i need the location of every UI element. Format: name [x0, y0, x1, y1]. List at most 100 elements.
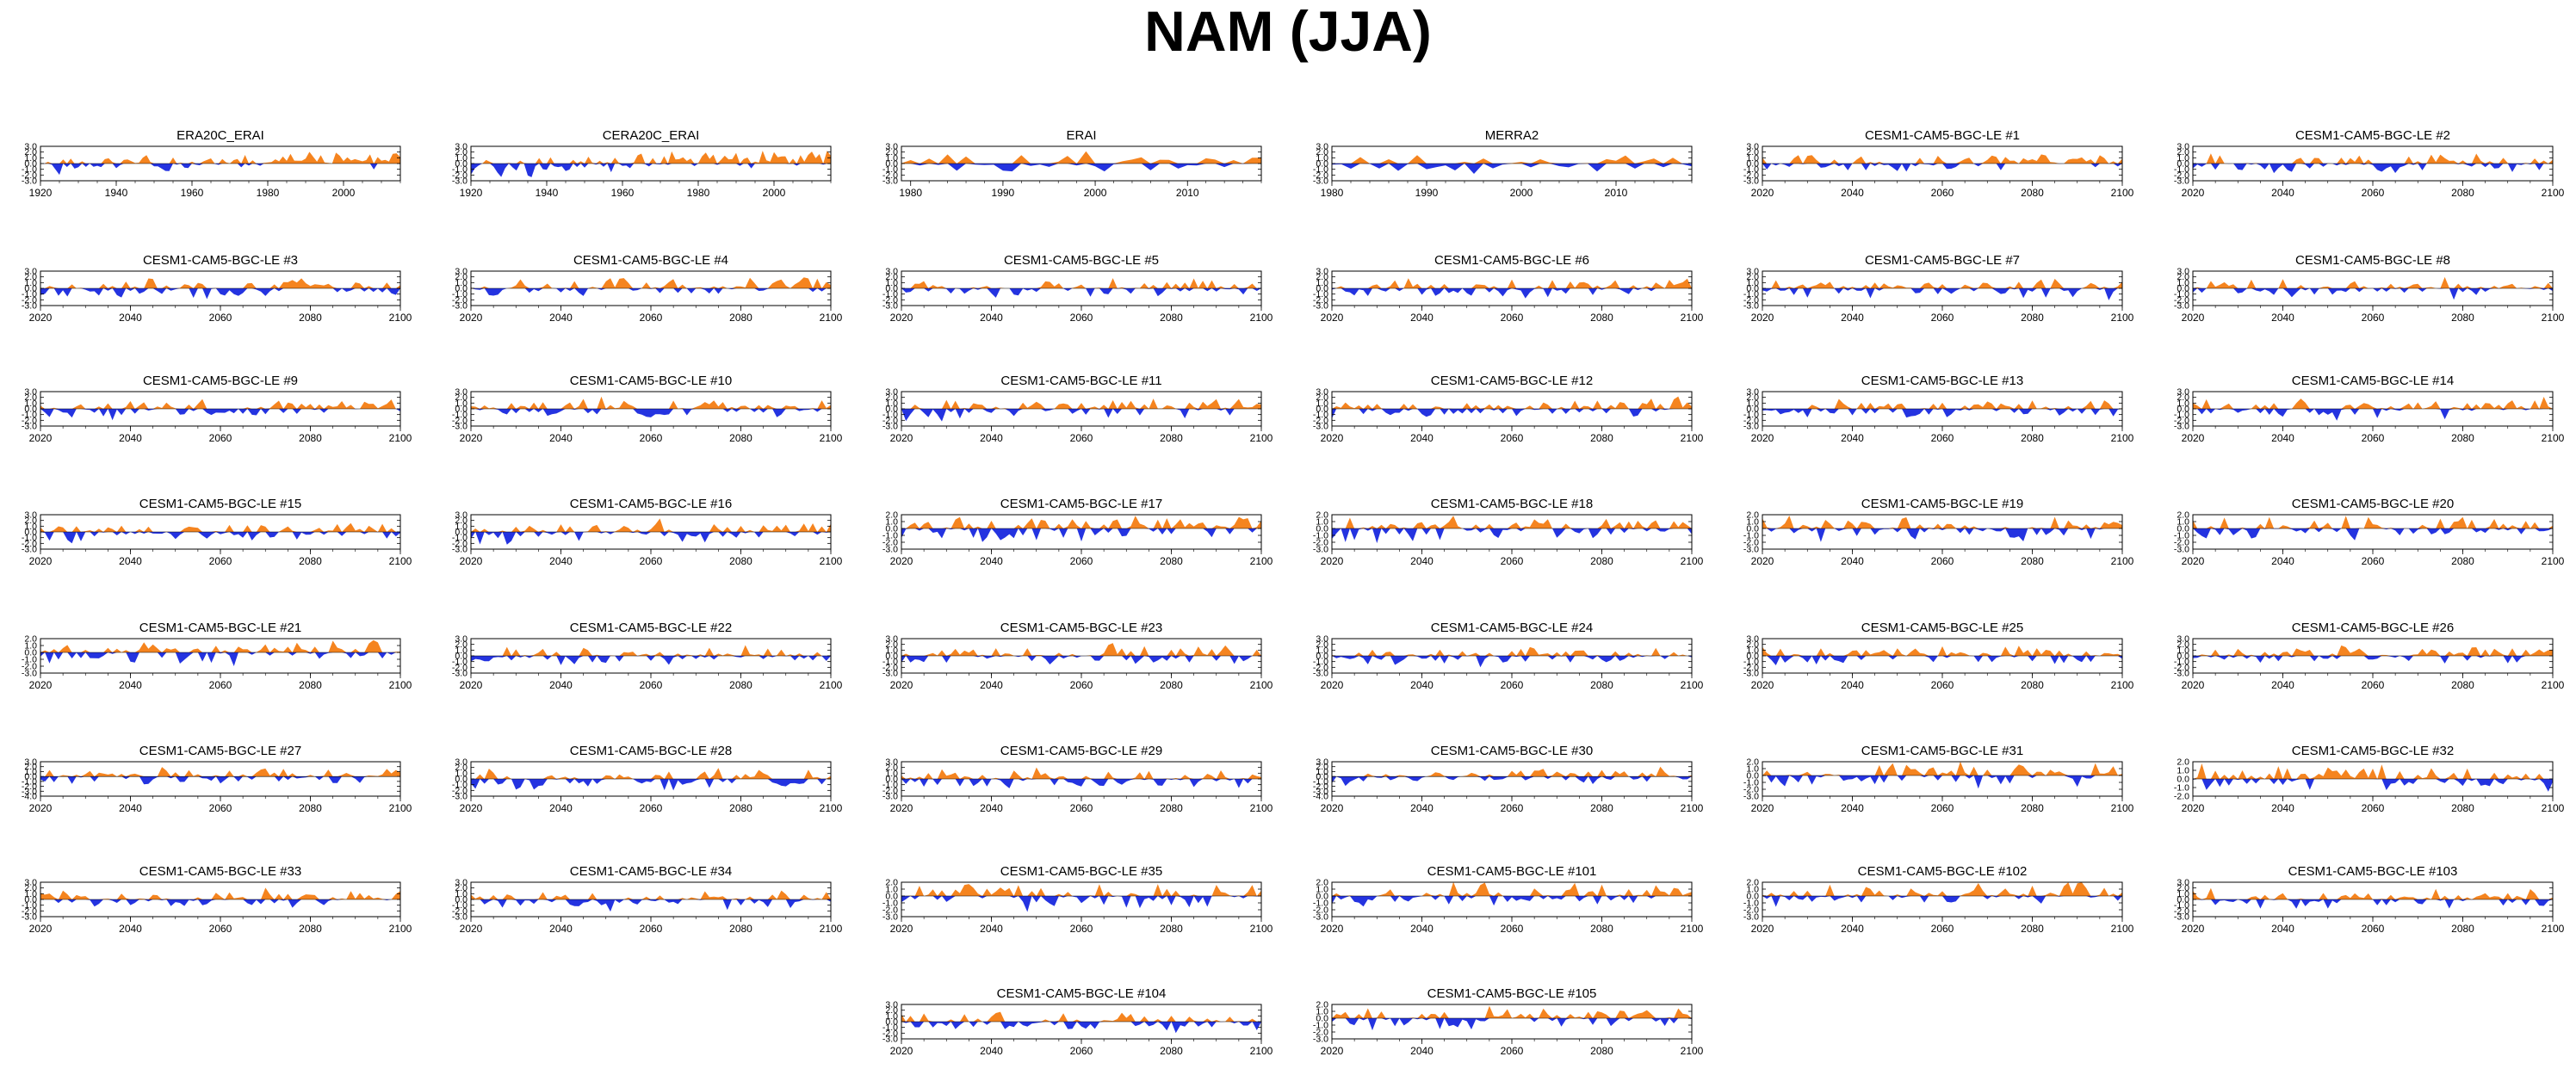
y-tick-label: 3.0	[1746, 267, 1759, 277]
y-tick-label: 0.0	[2177, 405, 2189, 415]
panel: CESM1-CAM5-BGC-LE #1 3.02.01.00.0-1.0-2.0…	[1743, 128, 2134, 199]
panel: CESM1-CAM5-BGC-LE #21 2.01.00.0-1.0-2.0-3…	[22, 621, 412, 691]
y-tick-label: 2.0	[1316, 392, 1328, 403]
x-tick-label: 2060	[1501, 312, 1524, 324]
panel-title: CESM1-CAM5-BGC-LE #1	[1865, 128, 2020, 143]
y-tick-label: 0.0	[1316, 284, 1328, 294]
y-tick-label: 2.0	[1746, 510, 1759, 521]
y-tick-label: -3.0	[882, 792, 898, 802]
y-tick-label: -3.0	[2174, 669, 2189, 679]
panel: CESM1-CAM5-BGC-LE #14 3.02.01.00.0-1.0-2.…	[2174, 374, 2565, 444]
y-tick-label: -2.0	[1743, 905, 1759, 916]
negative-area	[1332, 164, 1692, 174]
x-tick-label: 2040	[2271, 802, 2294, 814]
y-tick-label: -1.0	[22, 289, 37, 300]
y-tick-label: 3.0	[1746, 634, 1759, 645]
positive-area	[471, 518, 831, 532]
y-tick-label: 2.0	[24, 883, 37, 893]
y-tick-label: -1.0	[1313, 410, 1328, 420]
panel-title: CESM1-CAM5-BGC-LE #24	[1431, 621, 1593, 635]
negative-area	[1762, 164, 2122, 172]
x-tick-label: 2040	[980, 679, 1003, 691]
x-tick-label: 2020	[29, 312, 53, 324]
panel-title: CESM1-CAM5-BGC-LE #13	[1861, 374, 2023, 388]
y-tick-label: -2.0	[882, 170, 898, 181]
x-tick-label: 2020	[29, 432, 53, 444]
x-tick-label: 2020	[890, 1045, 913, 1057]
y-tick-label: 0.0	[1316, 524, 1328, 534]
y-tick-label: 1.0	[1746, 278, 1759, 288]
y-tick-label: -3.0	[1313, 176, 1328, 187]
y-tick-label: 3.0	[1316, 634, 1328, 645]
x-tick-label: 2100	[1681, 679, 1704, 691]
y-tick-label: 3.0	[24, 757, 37, 768]
y-tick-label: 0.0	[1746, 284, 1759, 294]
negative-area	[1762, 775, 2122, 789]
y-tick-label: 0.0	[885, 1017, 898, 1028]
y-tick-label: 0.0	[24, 284, 37, 294]
x-tick-label: 2060	[1931, 187, 1954, 199]
x-tick-label: 2020	[460, 802, 483, 814]
x-tick-label: 2080	[1160, 312, 1183, 324]
y-tick-label: 0.0	[1746, 652, 1759, 662]
x-tick-label: 2100	[2111, 187, 2134, 199]
y-tick-label: 1.0	[885, 278, 898, 288]
panel: CESM1-CAM5-BGC-LE #20 2.01.00.0-1.0-2.0-3…	[2174, 497, 2565, 567]
x-tick-label: 2100	[1681, 923, 1704, 935]
y-tick-label: 0.0	[1746, 771, 1759, 782]
x-tick-label: 2100	[389, 679, 412, 691]
panel-title: CESM1-CAM5-BGC-LE #26	[2292, 621, 2454, 635]
positive-area	[471, 768, 831, 779]
y-tick-label: -1.0	[2174, 164, 2189, 175]
positive-area	[901, 767, 1261, 779]
y-tick-label: -2.0	[22, 662, 37, 672]
y-tick-label: 1.0	[2177, 889, 2189, 899]
x-tick-label: 2040	[549, 312, 573, 324]
positive-area	[471, 151, 831, 164]
x-tick-label: 2060	[1501, 432, 1524, 444]
y-tick-label: -3.0	[882, 301, 898, 312]
x-tick-label: 2080	[729, 802, 752, 814]
x-tick-label: 2060	[1070, 1045, 1093, 1057]
y-tick-label: 3.0	[885, 142, 898, 152]
y-tick-label: -1.0	[1313, 289, 1328, 300]
y-tick-label: -1.0	[882, 657, 898, 667]
x-tick-label: 2020	[1751, 187, 1774, 199]
x-tick-label: 2060	[2362, 187, 2385, 199]
x-tick-label: 2100	[1681, 1045, 1704, 1057]
x-tick-label: 2060	[1931, 923, 1954, 935]
y-tick-label: 0.0	[1316, 159, 1328, 170]
positive-area	[1762, 882, 2122, 896]
y-tick-label: 3.0	[885, 634, 898, 645]
y-tick-label: 0.0	[1316, 652, 1328, 662]
y-tick-label: 2.0	[455, 763, 468, 773]
y-tick-label: -1.0	[1743, 657, 1759, 667]
negative-area	[1762, 288, 2122, 300]
x-tick-label: 2040	[980, 432, 1003, 444]
y-tick-label: -2.0	[452, 295, 468, 306]
panel: CESM1-CAM5-BGC-LE #103 3.02.01.00.0-1.0-2…	[2174, 864, 2565, 935]
y-tick-label: 2.0	[1746, 757, 1759, 768]
positive-area	[1762, 399, 2122, 409]
y-tick-label: 3.0	[455, 510, 468, 521]
x-tick-label: 2060	[2362, 679, 2385, 691]
y-tick-label: 2.0	[1746, 272, 1759, 282]
y-tick-label: -1.0	[1743, 164, 1759, 175]
y-tick-label: -3.0	[452, 301, 468, 312]
positive-area	[901, 1011, 1261, 1022]
negative-area	[1762, 528, 2122, 542]
y-tick-label: -2.0	[1743, 416, 1759, 426]
y-tick-label: 2.0	[24, 762, 37, 772]
y-tick-label: -3.0	[882, 422, 898, 432]
y-tick-label: 3.0	[1316, 387, 1328, 398]
positive-area	[2193, 887, 2553, 899]
x-tick-label: 2040	[119, 312, 142, 324]
negative-area	[2193, 899, 2553, 909]
y-tick-label: -2.0	[2174, 663, 2189, 673]
x-tick-label: 2040	[980, 1045, 1003, 1057]
y-tick-label: 2.0	[24, 516, 37, 526]
x-tick-label: 2060	[209, 679, 232, 691]
y-tick-label: 1.0	[885, 885, 898, 895]
x-tick-label: 2040	[1410, 555, 1434, 567]
x-tick-label: 2040	[119, 802, 142, 814]
